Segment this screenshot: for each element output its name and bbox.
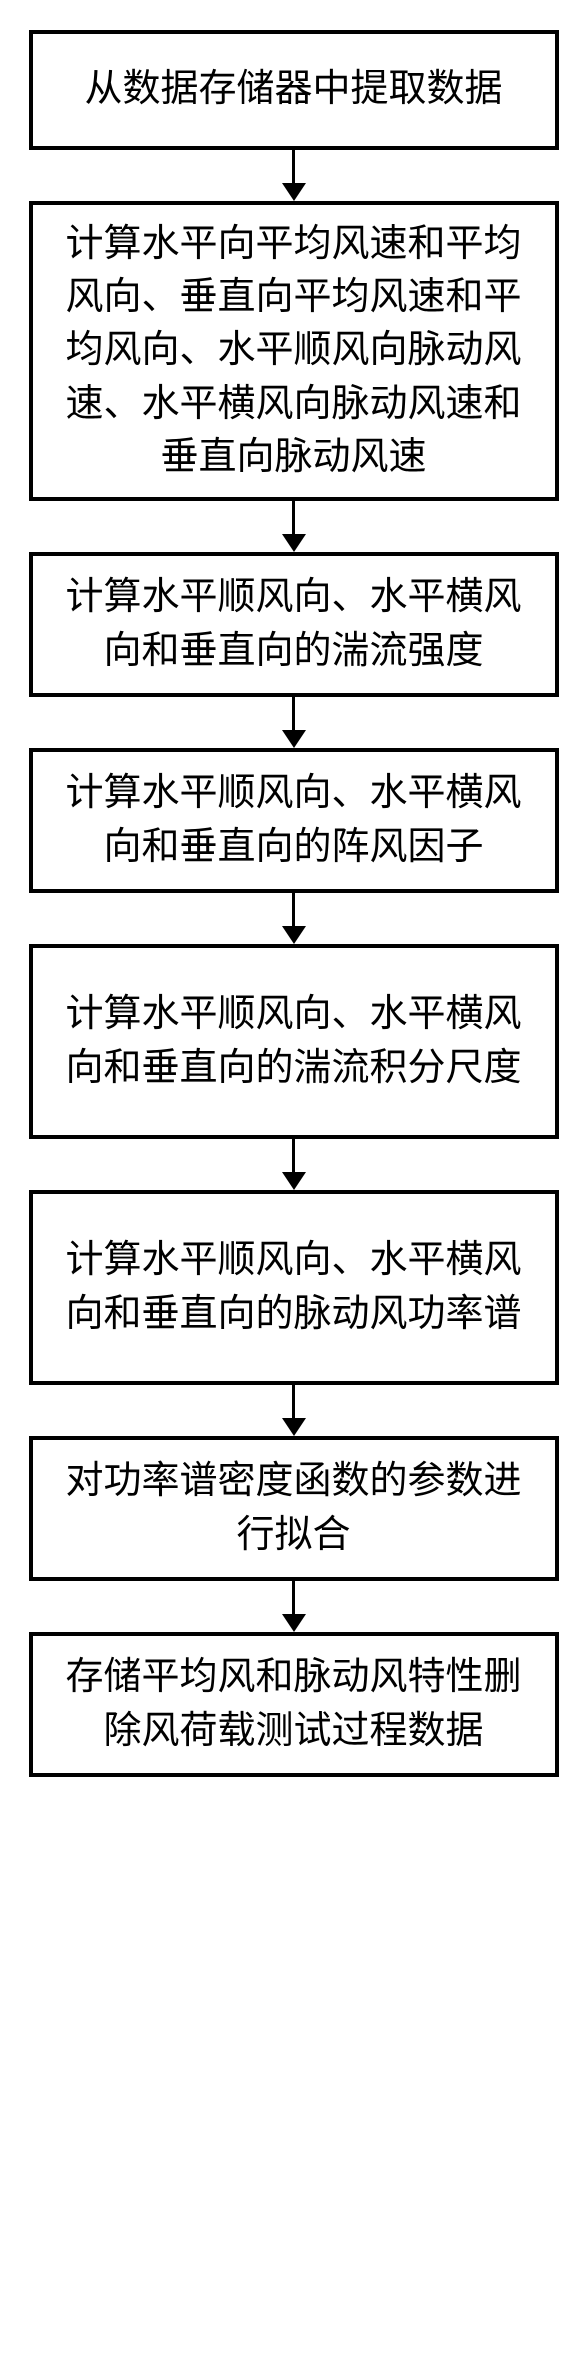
flowchart-step-7: 对功率谱密度函数的参数进行拟合 xyxy=(29,1436,559,1581)
step-text: 计算水平顺风向、水平横风向和垂直向的阵风因子 xyxy=(49,767,539,873)
flowchart-step-5: 计算水平顺风向、水平横风向和垂直向的湍流积分尺度 xyxy=(29,944,559,1139)
flowchart-step-3: 计算水平顺风向、水平横风向和垂直向的湍流强度 xyxy=(29,552,559,697)
step-text: 计算水平顺风向、水平横风向和垂直向的湍流积分尺度 xyxy=(49,988,539,1094)
flowchart-arrow xyxy=(282,1581,306,1632)
flowchart-arrow xyxy=(282,150,306,201)
flowchart-step-2: 计算水平向平均风速和平均风向、垂直向平均风速和平均风向、水平顺风向脉动风速、水平… xyxy=(29,201,559,501)
flowchart-arrow xyxy=(282,697,306,748)
flowchart-step-4: 计算水平顺风向、水平横风向和垂直向的阵风因子 xyxy=(29,748,559,893)
flowchart-arrow xyxy=(282,501,306,552)
flowchart-container: 从数据存储器中提取数据计算水平向平均风速和平均风向、垂直向平均风速和平均风向、水… xyxy=(29,30,559,1777)
step-text: 存储平均风和脉动风特性删除风荷载测试过程数据 xyxy=(49,1651,539,1757)
step-text: 对功率谱密度函数的参数进行拟合 xyxy=(49,1455,539,1561)
flowchart-step-1: 从数据存储器中提取数据 xyxy=(29,30,559,150)
flowchart-arrow xyxy=(282,1139,306,1190)
flowchart-step-8: 存储平均风和脉动风特性删除风荷载测试过程数据 xyxy=(29,1632,559,1777)
flowchart-arrow xyxy=(282,1385,306,1436)
flowchart-arrow xyxy=(282,893,306,944)
step-text: 计算水平顺风向、水平横风向和垂直向的湍流强度 xyxy=(49,571,539,677)
step-text: 计算水平向平均风速和平均风向、垂直向平均风速和平均风向、水平顺风向脉动风速、水平… xyxy=(49,218,539,484)
step-text: 从数据存储器中提取数据 xyxy=(84,63,502,116)
flowchart-step-6: 计算水平顺风向、水平横风向和垂直向的脉动风功率谱 xyxy=(29,1190,559,1385)
step-text: 计算水平顺风向、水平横风向和垂直向的脉动风功率谱 xyxy=(49,1234,539,1340)
